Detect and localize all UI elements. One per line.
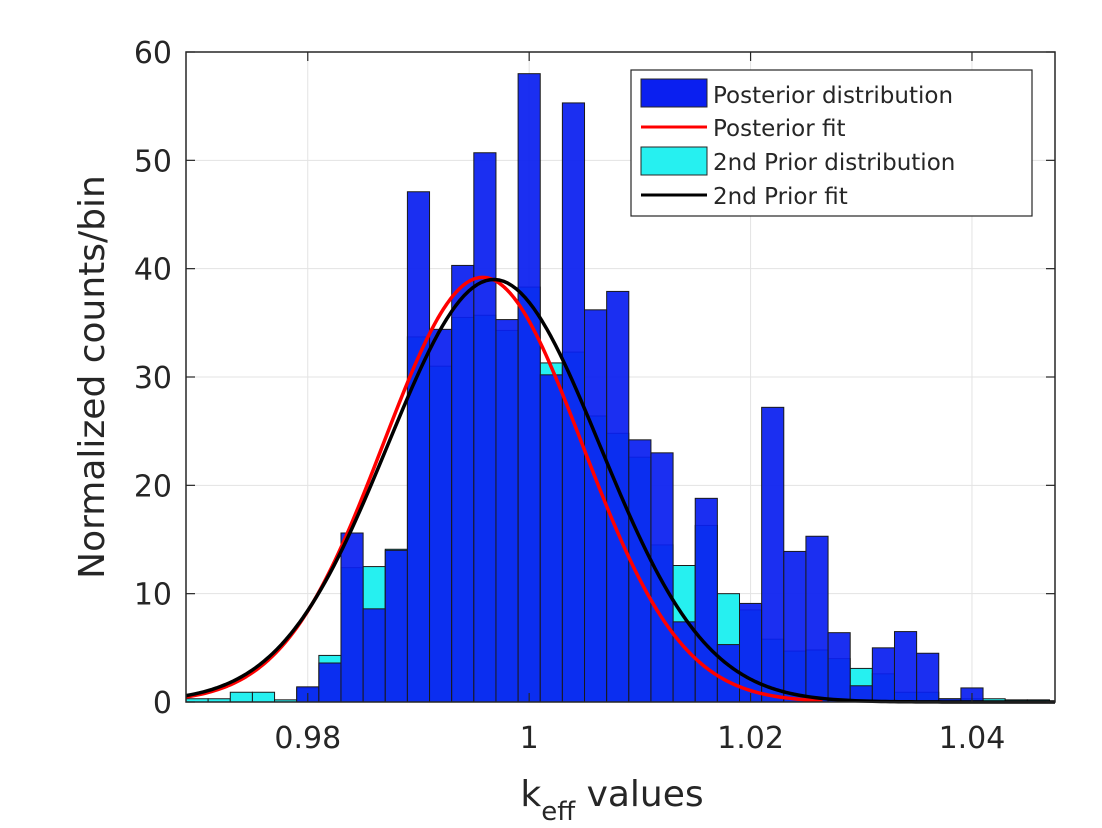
posterior-bar — [650, 452, 674, 703]
legend-label-prior-fit: 2nd Prior fit — [713, 184, 848, 210]
posterior-bar — [761, 406, 785, 703]
posterior-bar — [871, 647, 895, 703]
posterior-bar — [893, 631, 918, 703]
x-tick-label: 1.04 — [939, 721, 1006, 756]
y-tick-label: 0 — [153, 686, 172, 721]
posterior-bar — [473, 152, 497, 703]
legend-swatch-posterior-distribution — [640, 78, 708, 108]
legend-swatch-prior-distribution — [640, 146, 708, 176]
legend-label-posterior-distribution: Posterior distribution — [713, 83, 953, 109]
posterior-bar — [451, 264, 475, 703]
x-axis-label-subscript: eff — [541, 797, 576, 827]
prior-bar — [251, 691, 276, 703]
posterior-bar — [672, 621, 696, 703]
x-axis-label-rest: values — [575, 774, 704, 815]
x-tick-label: 1 — [520, 721, 539, 756]
posterior-bar — [517, 73, 541, 703]
y-axis-label: Normalized counts/bin — [72, 175, 113, 579]
posterior-bar — [606, 290, 630, 703]
posterior-bar — [916, 652, 940, 703]
y-tick-label: 50 — [134, 144, 172, 179]
posterior-bar — [628, 439, 652, 703]
posterior-bar — [362, 608, 386, 703]
posterior-bar — [318, 662, 342, 703]
y-tick-label: 20 — [134, 469, 172, 504]
x-axis-label-main: k — [520, 774, 541, 815]
x-tick-label: 1.02 — [717, 721, 784, 756]
x-axis-label: keff values — [520, 774, 703, 827]
y-tick-label: 30 — [134, 361, 172, 396]
y-tick-label: 10 — [134, 578, 172, 613]
posterior-bar — [805, 535, 829, 703]
legend-label-prior-distribution: 2nd Prior distribution — [713, 150, 955, 176]
posterior-bar — [429, 328, 453, 703]
x-tick-label: 0.98 — [274, 721, 341, 756]
legend-label-posterior-fit: Posterior fit — [713, 116, 845, 142]
posterior-bar — [783, 550, 807, 703]
posterior-bar — [406, 191, 431, 703]
posterior-bar — [716, 644, 741, 703]
y-tick-label: 60 — [134, 36, 172, 71]
legend: Posterior distribution Posterior fit 2nd… — [630, 69, 1033, 217]
posterior-bar — [539, 374, 563, 703]
posterior-bar — [827, 632, 851, 703]
posterior-bar — [340, 532, 364, 703]
posterior-bar — [495, 319, 519, 703]
y-tick-label: 40 — [134, 253, 172, 288]
prior-bar — [229, 691, 253, 703]
axis-ticks — [186, 51, 1055, 703]
tick-labels: 0.98 1 1.02 1.04 0 10 20 30 40 50 60 — [134, 36, 1006, 756]
posterior-bar — [584, 309, 608, 703]
posterior-bar — [384, 549, 408, 703]
